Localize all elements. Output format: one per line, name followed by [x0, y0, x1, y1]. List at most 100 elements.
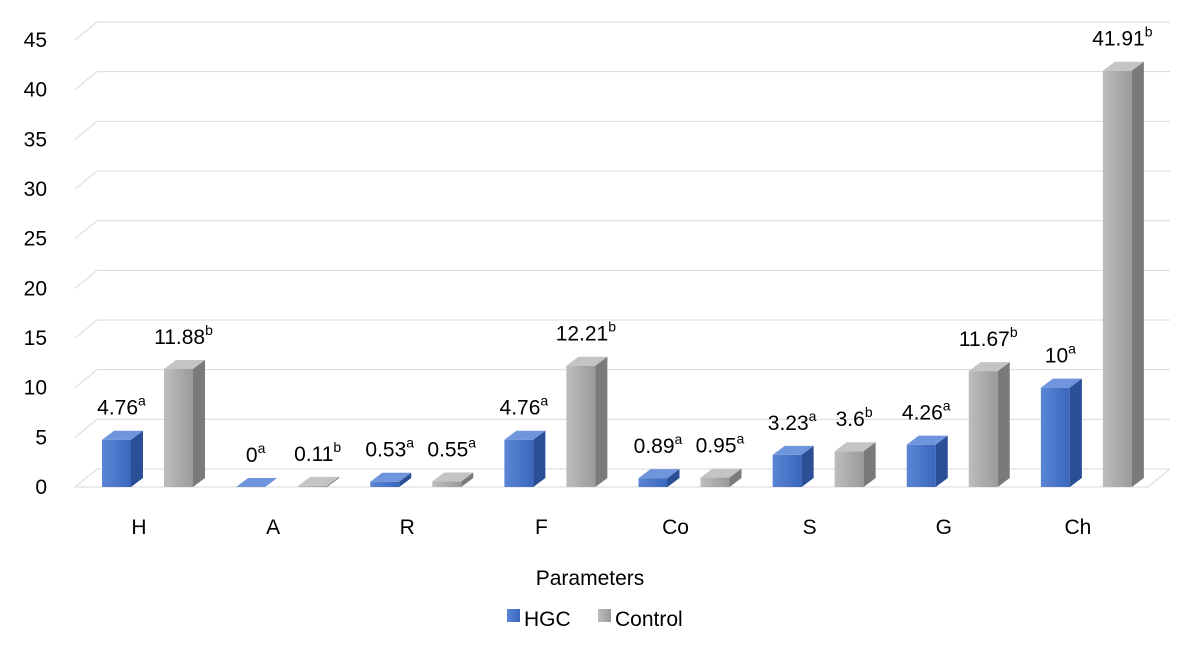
data-label-hgc-g: 4.26a [902, 398, 951, 425]
data-labels: 4.76a 11.88b 0a 0.11b 0.53a 0.55a 4.76a 12.21b 0… [97, 24, 1153, 467]
bar-top [566, 356, 608, 366]
legend-item-hgc[interactable]: HGC [507, 608, 571, 631]
data-label-control-r: 0.55a [427, 435, 476, 462]
bar-control-g[interactable] [968, 362, 1010, 487]
bar-top [164, 359, 205, 369]
legend: HGC Control [507, 608, 683, 631]
bar-side [399, 472, 412, 487]
data-label-control-co: 0.95a [696, 431, 745, 458]
bar-top [102, 430, 143, 440]
x-tick-label: H [131, 516, 146, 539]
bar-front [432, 481, 462, 487]
bar-top [236, 478, 278, 487]
y-axis: 0 5 10 15 20 25 30 35 40 45 [24, 29, 47, 499]
bar-top [1040, 378, 1082, 388]
data-label-control-ch: 41.91b [1092, 24, 1153, 51]
bar-front [164, 368, 193, 487]
bar-control-ch[interactable] [1102, 61, 1144, 487]
x-tick-label: S [803, 516, 817, 539]
data-label-hgc-s: 3.23a [768, 408, 817, 435]
legend-swatch-control [598, 609, 611, 622]
y-tick-label: 20 [24, 277, 47, 300]
bar-top [968, 362, 1010, 372]
bar-top [700, 468, 742, 478]
gridline-diag [74, 71, 98, 91]
data-label-control-a: 0.11b [294, 439, 341, 466]
legend-item-control[interactable]: Control [598, 608, 683, 631]
bar-control-r[interactable] [432, 472, 474, 487]
bar-front [638, 478, 668, 487]
data-label-control-h: 11.88b [154, 322, 213, 349]
x-tick-label: A [266, 516, 280, 539]
bar-front [834, 451, 864, 487]
bar-side [533, 430, 546, 487]
bar-front [772, 454, 802, 487]
legend-swatch-hgc [507, 609, 520, 622]
bar-side [461, 472, 474, 487]
bar-side [1131, 61, 1144, 487]
bar-side [595, 356, 608, 487]
bar-front [700, 477, 730, 487]
bar-top [432, 472, 474, 482]
bar-top [298, 476, 340, 486]
data-label-hgc-co: 0.89a [634, 431, 683, 458]
bar-front [298, 485, 328, 487]
bar-hgc-s[interactable] [772, 445, 814, 487]
bar-hgc-co[interactable] [638, 469, 680, 487]
bar-front [1040, 387, 1070, 487]
y-tick-label: 25 [24, 228, 47, 251]
bar-top [1102, 61, 1144, 71]
x-axis-title: Parameters [536, 567, 645, 590]
bar-side [801, 445, 814, 487]
data-label-control-f: 12.21b [556, 319, 617, 346]
bar-side [1069, 378, 1082, 487]
bar-hgc-ch[interactable] [1040, 378, 1082, 487]
bar-hgc-g[interactable] [906, 435, 948, 487]
y-tick-label: 15 [24, 327, 47, 350]
legend-label-hgc: HGC [524, 608, 571, 631]
bar-front [566, 365, 596, 487]
gridline-diag [74, 220, 98, 240]
bar-top [906, 435, 948, 445]
bar-front [370, 481, 400, 487]
data-label-hgc-f: 4.76a [500, 393, 549, 420]
bar-side [935, 435, 948, 487]
bar-hgc-a[interactable] [236, 478, 278, 487]
x-tick-label: G [936, 516, 952, 539]
bar-top [638, 469, 680, 479]
bar-top [772, 445, 814, 455]
bar-control-h[interactable] [164, 359, 205, 487]
data-label-hgc-a: 0a [246, 440, 266, 467]
y-tick-label: 40 [24, 79, 47, 102]
bar-side [193, 359, 205, 487]
gridline-diag [74, 319, 98, 339]
data-label-hgc-r: 0.53a [365, 435, 414, 462]
bar-control-f[interactable] [566, 356, 608, 487]
bar-hgc-f[interactable] [504, 430, 546, 487]
bar-front [1102, 70, 1132, 487]
bar-front [906, 444, 936, 487]
bar-side [997, 362, 1010, 487]
bar-front [968, 371, 998, 487]
bar-side [667, 469, 680, 487]
bar-control-co[interactable] [700, 468, 742, 487]
y-tick-label: 10 [24, 377, 47, 400]
bar-top [370, 472, 412, 482]
gridline-diag [74, 468, 98, 488]
bar-front [102, 439, 131, 487]
bar-side [327, 476, 340, 487]
x-tick-label: Ch [1064, 516, 1091, 539]
bar-top [504, 430, 546, 440]
bar-control-a[interactable] [298, 476, 340, 487]
bar-control-s[interactable] [834, 442, 876, 487]
bar-hgc-h[interactable] [102, 430, 143, 487]
legend-label-control: Control [615, 608, 683, 631]
gridline-diag [74, 21, 98, 41]
gridline-diag [74, 369, 98, 389]
bar-hgc-r[interactable] [370, 472, 412, 487]
bar-front [504, 439, 534, 487]
bar-side [729, 468, 742, 487]
y-tick-label: 30 [24, 178, 47, 201]
gridline-diag [74, 170, 98, 190]
x-tick-label: F [535, 516, 548, 539]
